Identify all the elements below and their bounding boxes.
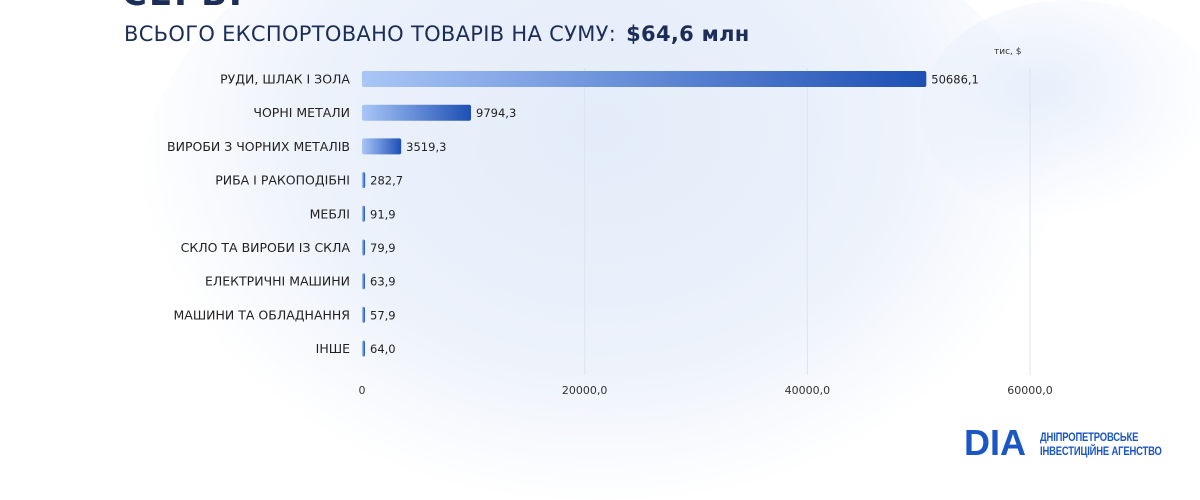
agency-name-line1: ДНІПРОПЕТРОВСЬКЕ: [1040, 432, 1139, 444]
value-label: 9794,3: [476, 106, 516, 120]
value-labels: 50686,1 9794,3 3519,3 282,7 91,9 79,9 63,9 57,9…: [370, 73, 979, 357]
bar: [362, 205, 365, 222]
value-label: 79,9: [370, 241, 396, 255]
value-label: 3519,3: [406, 140, 446, 154]
bar: [362, 71, 927, 87]
x-tick-label: 0: [359, 384, 366, 397]
value-label: 64,0: [370, 342, 396, 356]
category-label: ЧОРНІ МЕТАЛИ: [253, 105, 350, 120]
page-title: СЕРБІ: [122, 0, 244, 14]
subtitle-total: $64,6 млн: [626, 22, 750, 46]
bar-chart: РУДИ, ШЛАК І ЗОЛА ЧОРНІ МЕТАЛИ ВИРОБИ З ЧО…: [167, 68, 1053, 397]
dia-logo: DIA: [964, 424, 1026, 460]
bar: [362, 306, 365, 323]
grid-lines: [584, 68, 1031, 375]
export-total-subtitle: ВСЬОГО ЕКСПОРТОВАНО ТОВАРІВ НА СУМУ: $64,…: [124, 22, 750, 46]
bar: [362, 340, 365, 357]
bar: [362, 273, 365, 290]
category-label: РУДИ, ШЛАК І ЗОЛА: [220, 72, 350, 87]
x-tick-label: 20000,0: [562, 384, 608, 397]
category-label: СКЛО ТА ВИРОБИ ІЗ СКЛА: [181, 240, 351, 255]
unit-label: тис, $: [994, 47, 1022, 57]
background-blob: [920, 0, 1200, 220]
x-tick-label: 60000,0: [1007, 384, 1053, 397]
value-label: 63,9: [370, 275, 396, 289]
svg-text:DIA: DIA: [964, 424, 1026, 460]
subtitle-prefix: ВСЬОГО ЕКСПОРТОВАНО ТОВАРІВ НА СУМУ:: [124, 22, 617, 46]
value-label: 57,9: [370, 308, 396, 322]
bar: [362, 138, 402, 155]
category-label: РИБА І РАКОПОДІБНІ: [215, 173, 350, 188]
category-label: МАШИНИ ТА ОБЛАДНАННЯ: [173, 307, 350, 322]
agency-name-line2: ІНВЕСТИЦІЙНЕ АГЕНСТВО: [1040, 446, 1162, 458]
agency-name: ДНІПРОПЕТРОВСЬКЕ ІНВЕСТИЦІЙНЕ АГЕНСТВО: [1040, 431, 1162, 459]
category-labels: РУДИ, ШЛАК І ЗОЛА ЧОРНІ МЕТАЛИ ВИРОБИ З ЧО…: [167, 72, 350, 357]
x-tick-label: 40000,0: [785, 384, 831, 397]
value-label: 282,7: [370, 174, 403, 188]
category-label: ІНШЕ: [316, 341, 350, 356]
x-axis-ticks: 0 20000,0 40000,0 60000,0: [359, 384, 1053, 397]
category-label: ЕЛЕКТРИЧНІ МАШИНИ: [205, 274, 350, 289]
category-label: МЕБЛІ: [310, 206, 350, 221]
bar: [362, 239, 365, 256]
bar: [362, 172, 366, 189]
bar: [362, 104, 472, 121]
value-label: 91,9: [370, 207, 396, 221]
category-label: ВИРОБИ З ЧОРНИХ МЕТАЛІВ: [167, 139, 350, 154]
bars: [362, 71, 927, 357]
value-label: 50686,1: [931, 73, 979, 87]
